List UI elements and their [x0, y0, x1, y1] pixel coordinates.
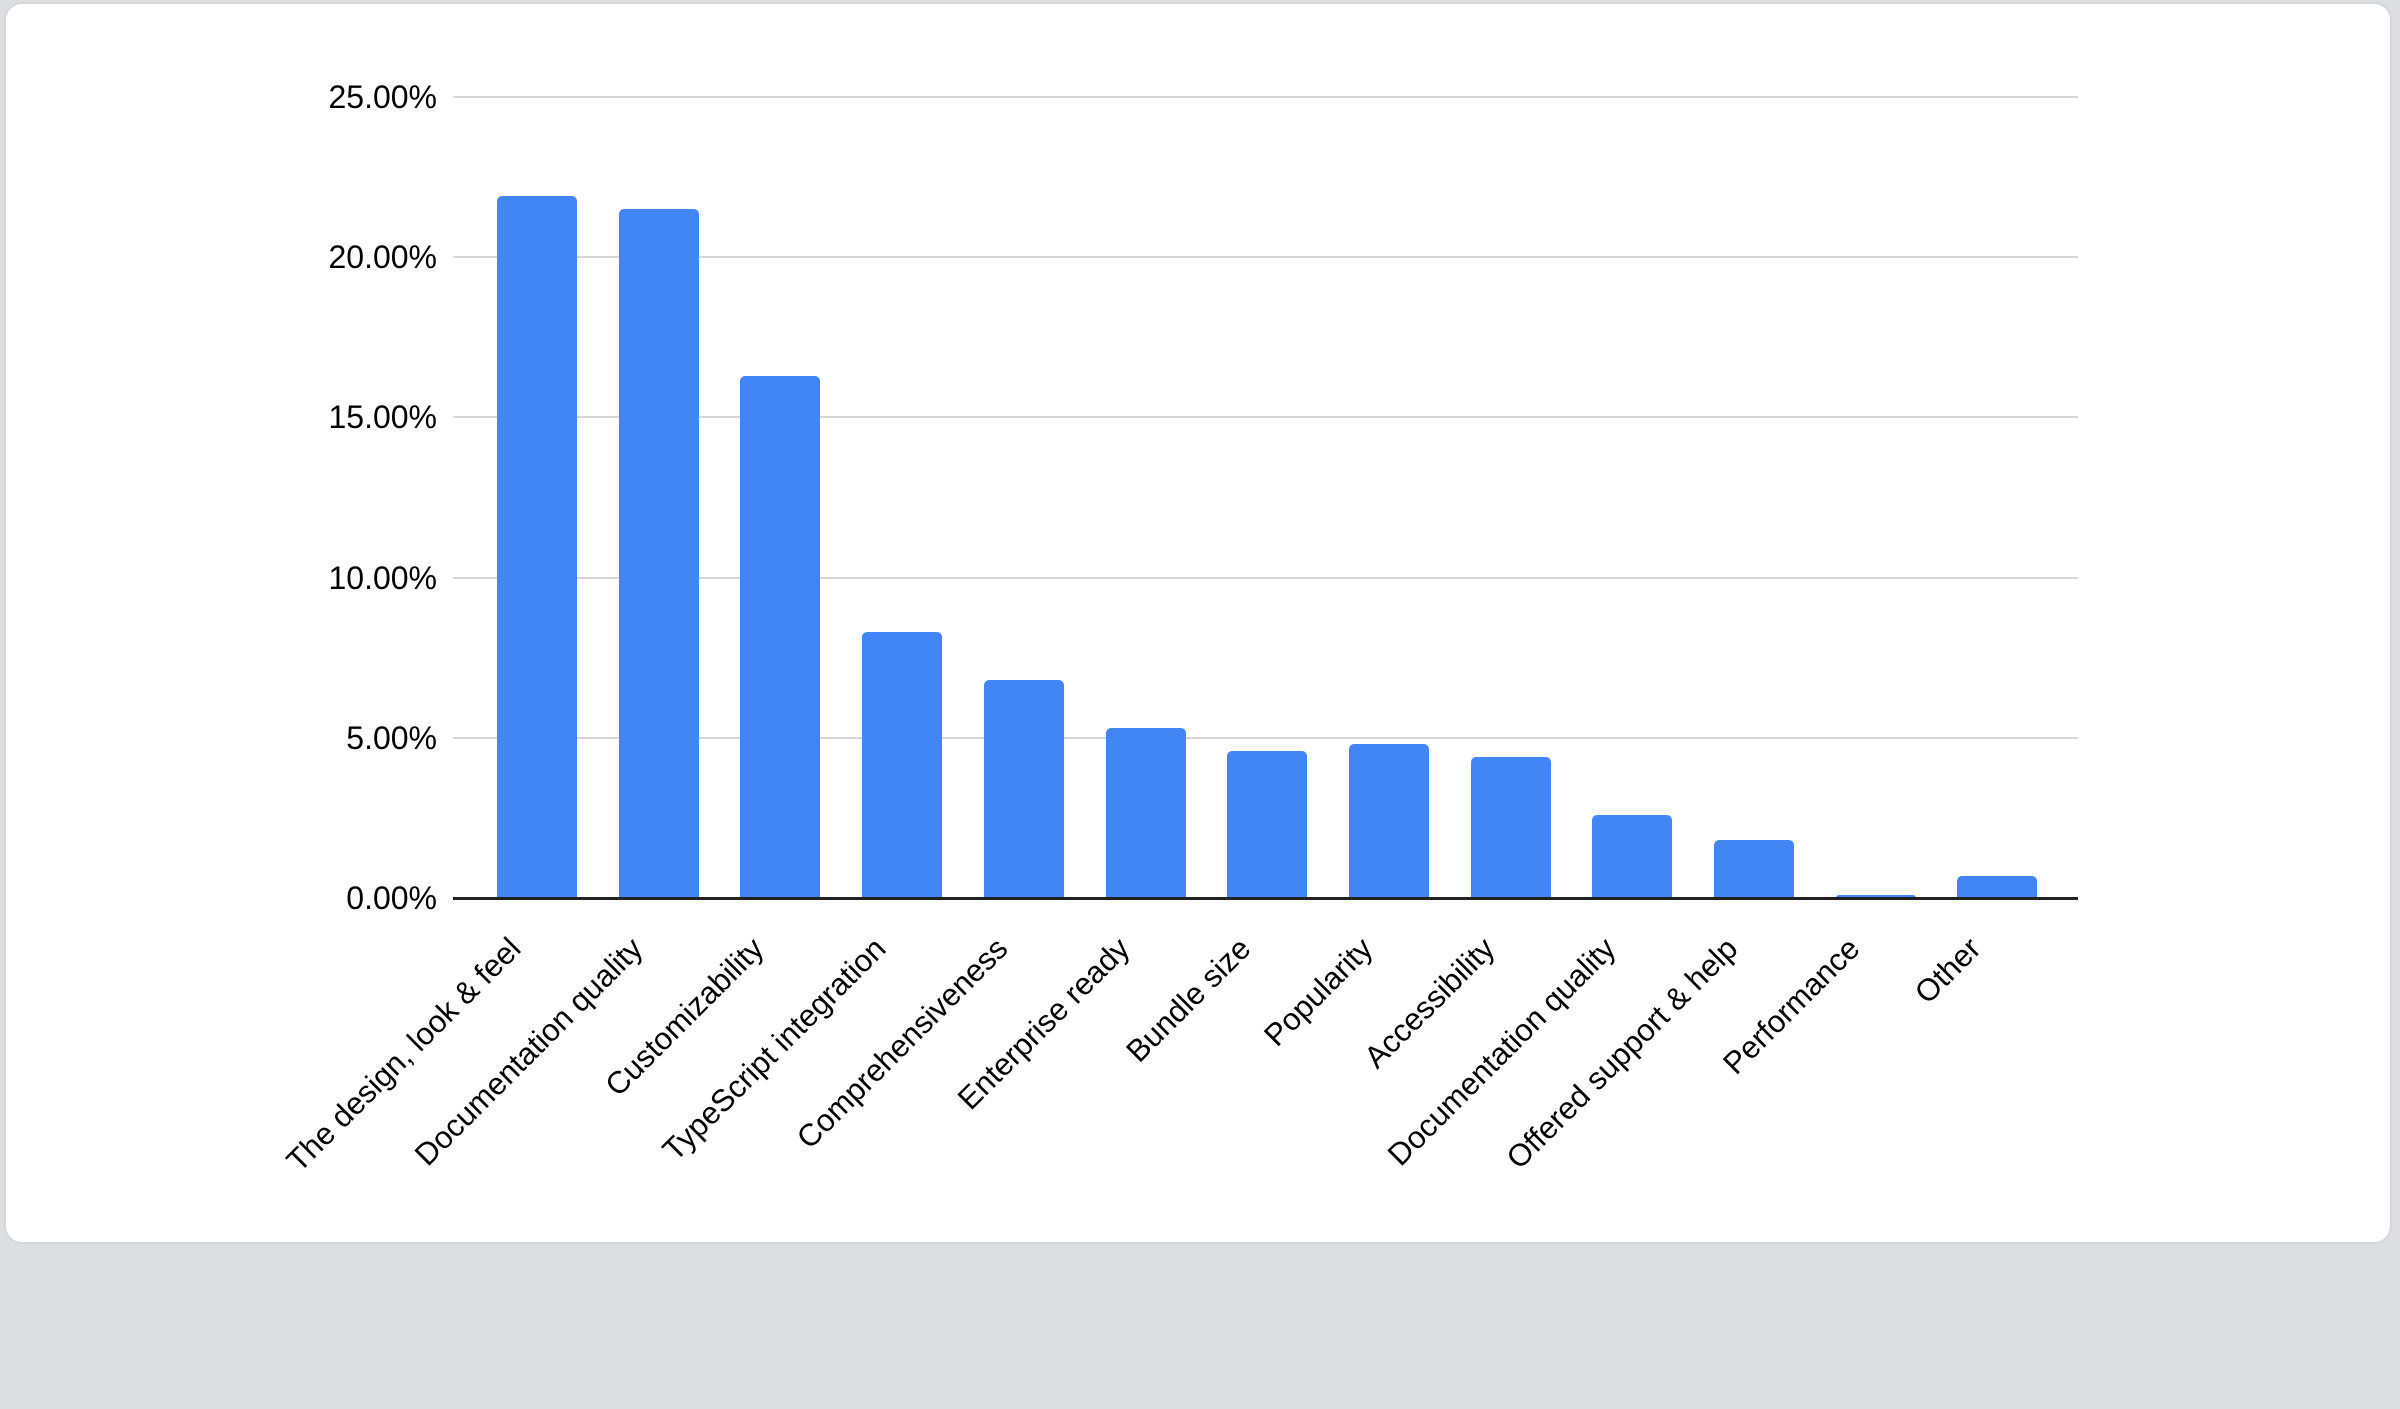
bar-7-bundle-size — [1227, 750, 1308, 898]
x-tick-label: Other — [1908, 930, 1988, 1011]
bar-12-performance — [1835, 894, 1916, 898]
x-tick-label: Documentation quality — [1381, 930, 1623, 1173]
x-tick-label: Performance — [1715, 930, 1867, 1081]
gridline — [453, 736, 2078, 739]
x-axis-line — [453, 897, 2078, 900]
x-tick-label: Popularity — [1257, 930, 1380, 1053]
y-tick-label: 25.00% — [328, 79, 437, 115]
y-tick-label: 15.00% — [328, 399, 437, 436]
bar-13-other — [1957, 875, 2038, 898]
y-tick-label: 20.00% — [328, 239, 437, 276]
bar-6-enterprise-ready — [1105, 728, 1186, 898]
gridline — [453, 416, 2078, 419]
x-tick-label: The design, look & feel — [279, 930, 528, 1179]
bar-chart: 0.00% 5.00% 10.00% 15.00% 20.00% 25.00% The d… — [280, 79, 2078, 1178]
x-tick-label: Accessibility — [1356, 930, 1502, 1075]
x-tick-label: Comprehensiveness — [789, 930, 1015, 1156]
gridline — [453, 96, 2078, 98]
bar-5-comprehensiveness — [983, 680, 1064, 898]
y-tick-label: 10.00% — [328, 559, 437, 596]
bar-4-typescript-integration — [862, 632, 943, 898]
bar-9-accessibility — [1470, 757, 1551, 898]
bar-8-popularity — [1348, 744, 1429, 898]
x-tick-label: Bundle size — [1119, 930, 1258, 1069]
gridline — [453, 576, 2078, 579]
chart-card — [4, 2, 2392, 1244]
y-tick-label: 0.00% — [346, 880, 437, 916]
x-tick-label: Offered support & help — [1499, 930, 1745, 1176]
x-tick-label: Customizability — [598, 930, 771, 1103]
bar-10-documentation-quality — [1592, 814, 1673, 898]
x-tick-label: Documentation quality — [407, 930, 650, 1173]
bar-1-the-design-look-feel — [497, 196, 577, 898]
x-tick-label: TypeScript integration — [655, 930, 893, 1168]
x-tick-label: Enterprise ready — [950, 930, 1136, 1117]
gridline — [453, 256, 2078, 259]
bar-2-documentation-quality — [618, 209, 699, 898]
y-tick-label: 5.00% — [346, 719, 437, 756]
bar-3-customizability — [740, 375, 821, 898]
bar-11-offered-support-help — [1714, 840, 1794, 898]
